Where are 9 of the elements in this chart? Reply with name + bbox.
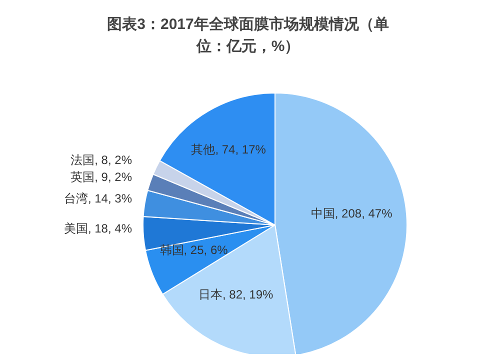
slice-label: 台湾, 14, 3% <box>64 191 132 206</box>
slice-label: 美国, 18, 4% <box>64 222 132 236</box>
slice-label: 韩国, 25, 6% <box>160 242 228 257</box>
slice-label: 英国, 9, 2% <box>70 170 132 184</box>
slice-label: 中国, 208, 47% <box>310 206 393 221</box>
slice-label: 日本, 82, 19% <box>198 287 274 302</box>
slice-label: 其他, 74, 17% <box>191 142 266 156</box>
chart-title: 图表3：2017年全球面膜市场规模情况（单位：亿元，%） <box>106 15 390 57</box>
slice-label: 法国, 8, 2% <box>70 153 132 168</box>
